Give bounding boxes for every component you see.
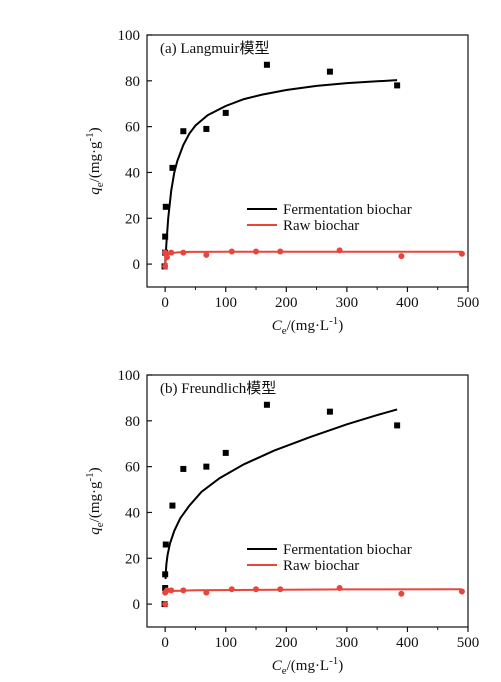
x-tick-label: 100 <box>214 295 237 311</box>
data-point-fermentation <box>263 401 270 408</box>
x-tick-label: 400 <box>396 635 419 651</box>
data-point-raw <box>180 249 187 256</box>
data-point-raw <box>168 249 175 256</box>
y-axis-title: qe/(mg·g-1) <box>84 467 106 534</box>
data-point-fermentation <box>162 571 169 578</box>
data-point-raw <box>162 263 169 270</box>
data-point-fermentation <box>203 125 210 132</box>
data-point-fermentation <box>162 203 169 210</box>
legend-label-fermentation: Fermentation biochar <box>283 202 412 218</box>
x-tick-label: 500 <box>457 635 480 651</box>
y-tick-label: 0 <box>133 597 141 613</box>
x-tick-label: 500 <box>457 295 480 311</box>
fit-curve-fermentation <box>164 79 398 265</box>
y-tick-label: 20 <box>125 211 140 227</box>
x-tick-label: 200 <box>275 295 298 311</box>
legend-label-raw: Raw biochar <box>283 558 359 574</box>
y-tick-label: 80 <box>125 74 140 90</box>
data-point-raw <box>162 249 169 256</box>
data-point-fermentation <box>203 463 210 470</box>
data-point-fermentation <box>222 449 229 456</box>
data-point-fermentation <box>394 82 401 89</box>
data-point-raw <box>458 250 465 257</box>
data-point-raw <box>398 590 405 597</box>
y-tick-label: 60 <box>125 460 140 476</box>
x-tick-label: 0 <box>161 295 169 311</box>
y-tick-label: 100 <box>118 368 141 384</box>
data-point-raw <box>458 588 465 595</box>
data-point-fermentation <box>394 422 401 429</box>
data-point-raw <box>253 248 260 255</box>
x-tick-label: 200 <box>275 635 298 651</box>
data-point-fermentation <box>326 408 333 415</box>
data-point-fermentation <box>162 233 169 240</box>
plot-frame <box>146 34 469 288</box>
data-point-fermentation <box>169 164 176 171</box>
data-point-raw <box>253 586 260 593</box>
data-point-fermentation <box>180 128 187 135</box>
x-tick-label: 100 <box>214 635 237 651</box>
panel-title: (a) Langmuir模型 <box>160 40 270 57</box>
fit-curve-raw <box>164 588 462 594</box>
legend-label-fermentation: Fermentation biochar <box>283 542 412 558</box>
y-tick-label: 40 <box>125 165 140 181</box>
data-point-raw <box>162 601 169 608</box>
x-tick-label: 0 <box>161 635 169 651</box>
data-point-fermentation <box>222 109 229 116</box>
data-point-fermentation <box>326 68 333 75</box>
data-point-raw <box>203 589 210 596</box>
x-axis-title: Ce/(mg·L-1) <box>272 655 344 677</box>
chart-panel-b: 0 20 40 60 80 100 0 100 200 300 400 500 (b) Freundli… <box>84 368 479 677</box>
legend-label-raw: Raw biochar <box>283 218 359 234</box>
x-tick-label: 300 <box>336 295 359 311</box>
x-axis-title: Ce/(mg·L-1) <box>272 315 344 337</box>
data-point-raw <box>163 587 170 594</box>
chart-panel-a: 0 20 40 60 80 100 0 100 200 300 400 500 (a) Langmuir… <box>84 28 479 337</box>
data-point-fermentation <box>169 502 176 509</box>
fit-curve-raw <box>164 250 462 265</box>
data-point-fermentation <box>180 465 187 472</box>
y-axis-title: qe/(mg·g-1) <box>84 127 106 194</box>
data-point-fermentation <box>263 61 270 68</box>
data-point-raw <box>398 253 405 260</box>
y-tick-label: 100 <box>118 28 141 44</box>
data-point-raw <box>336 247 343 254</box>
data-point-raw <box>228 586 235 593</box>
data-point-raw <box>277 586 284 593</box>
data-point-raw <box>168 587 175 594</box>
data-point-fermentation <box>162 541 169 548</box>
data-point-raw <box>203 251 210 258</box>
data-point-raw <box>163 254 170 261</box>
data-point-raw <box>180 587 187 594</box>
data-point-raw <box>228 248 235 255</box>
y-tick-label: 20 <box>125 551 140 567</box>
y-tick-label: 40 <box>125 505 140 521</box>
y-tick-label: 60 <box>125 120 140 136</box>
x-tick-label: 400 <box>396 295 419 311</box>
data-point-raw <box>277 248 284 255</box>
data-point-raw <box>336 585 343 592</box>
plot-frame <box>146 374 469 628</box>
y-tick-label: 80 <box>125 414 140 430</box>
y-tick-label: 0 <box>133 257 141 273</box>
x-tick-label: 300 <box>336 635 359 651</box>
fit-curve-fermentation <box>164 408 398 579</box>
panel-title: (b) Freundlich模型 <box>160 380 276 397</box>
